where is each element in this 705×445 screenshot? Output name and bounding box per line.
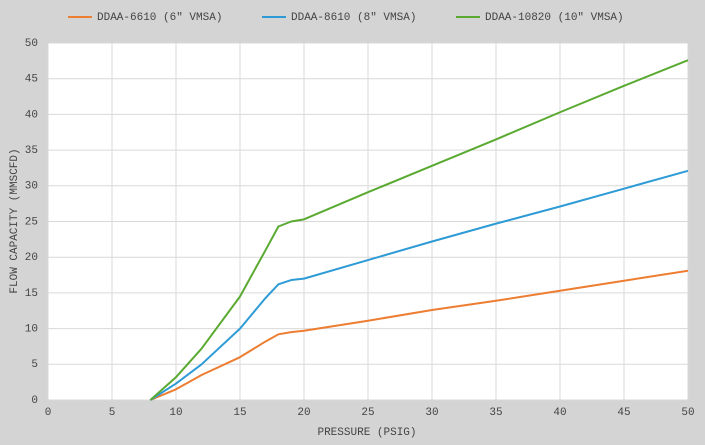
y-tick-label: 35 (25, 145, 38, 157)
x-tick-label: 30 (425, 407, 438, 419)
x-axis-title: PRESSURE (PSIG) (317, 427, 416, 439)
series-line (150, 269, 689, 401)
x-tick-label: 15 (233, 407, 246, 419)
x-tick-label: 35 (489, 407, 502, 419)
x-tick-label: 0 (45, 407, 52, 419)
y-tick-label: 5 (31, 359, 38, 371)
y-tick-label: 0 (31, 395, 38, 407)
x-tick-label: 5 (109, 407, 116, 419)
y-tick-label: 20 (25, 252, 38, 264)
x-tick-label: 45 (617, 407, 630, 419)
y-axis-title: FLOW CAPACITY (MMSCFD) (9, 148, 21, 293)
y-tick-label: 45 (25, 74, 38, 86)
y-tick-label: 10 (25, 324, 38, 336)
y-tick-label: 15 (25, 288, 38, 300)
legend-label: DDAA-8610 (8" VMSA) (291, 12, 416, 24)
legend-label: DDAA-6610 (6" VMSA) (97, 12, 222, 24)
y-tick-label: 25 (25, 216, 38, 228)
y-tick-label: 30 (25, 181, 38, 193)
y-tick-label: 50 (25, 38, 38, 50)
x-tick-label: 40 (553, 407, 566, 419)
x-tick-label: 25 (361, 407, 374, 419)
legend-label: DDAA-10820 (10" VMSA) (485, 12, 624, 24)
x-tick-label: 20 (297, 407, 310, 419)
y-tick-label: 40 (25, 109, 38, 121)
x-tick-label: 50 (681, 407, 694, 419)
series-line (149, 169, 689, 401)
series-line (149, 59, 689, 401)
x-tick-label: 10 (169, 407, 182, 419)
